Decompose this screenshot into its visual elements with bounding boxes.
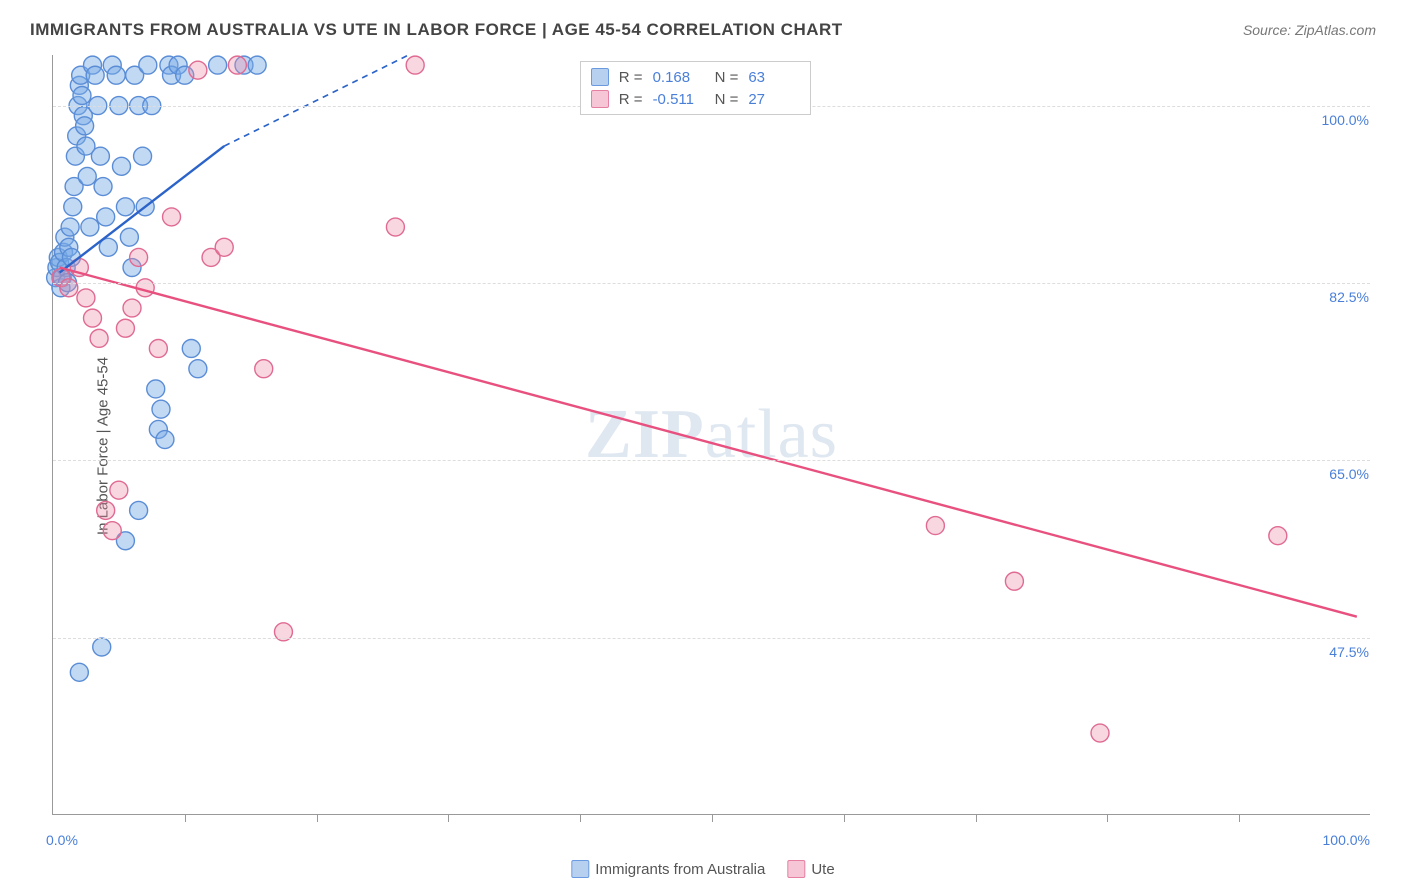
r-value: -0.511 [653,91,705,108]
legend-swatch-pink [787,860,805,878]
scatter-point-blue [152,400,170,418]
plot-area: ZIPatlas 100.0%82.5%65.0%47.5%R =0.168N … [52,55,1370,815]
scatter-point-blue [182,339,200,357]
scatter-point-blue [209,56,227,74]
scatter-point-blue [134,147,152,165]
x-min-label: 0.0% [46,832,78,848]
scatter-point-blue [61,218,79,236]
x-tick [185,814,186,822]
scatter-point-pink [97,501,115,519]
stats-legend: R = 0.168 N = 63 R = -0.511 N = 27 [580,61,812,115]
x-tick [1239,814,1240,822]
legend-label-pink: Ute [811,861,834,878]
scatter-point-blue [156,431,174,449]
y-tick-label: 47.5% [1327,644,1371,660]
chart-svg [53,55,1370,814]
chart-title: IMMIGRANTS FROM AUSTRALIA VS UTE IN LABO… [30,20,843,40]
scatter-point-pink [77,289,95,307]
scatter-point-pink [60,279,78,297]
scatter-point-pink [228,56,246,74]
n-value: 27 [748,91,800,108]
stats-swatch-pink [591,90,609,108]
scatter-point-blue [112,157,130,175]
scatter-point-pink [110,481,128,499]
x-max-label: 100.0% [1323,832,1370,848]
x-tick [317,814,318,822]
stats-legend-row: R = 0.168 N = 63 [591,66,801,88]
r-label: R = [619,91,643,108]
scatter-point-blue [139,56,157,74]
scatter-point-blue [147,380,165,398]
legend-swatch-blue [571,860,589,878]
stats-swatch-blue [591,68,609,86]
bottom-legend: Immigrants from Australia Ute [571,860,834,878]
scatter-point-blue [107,66,125,84]
scatter-point-pink [1269,527,1287,545]
scatter-point-pink [149,339,167,357]
scatter-point-blue [120,228,138,246]
scatter-point-pink [84,309,102,327]
scatter-point-blue [86,66,104,84]
scatter-point-blue [76,117,94,135]
x-tick [844,814,845,822]
scatter-point-pink [1005,572,1023,590]
gridline [53,638,1370,639]
x-tick [976,814,977,822]
scatter-point-blue [116,198,134,216]
scatter-point-pink [255,360,273,378]
scatter-point-blue [64,198,82,216]
scatter-point-pink [103,522,121,540]
legend-item-pink: Ute [787,860,834,878]
scatter-point-blue [73,86,91,104]
n-label: N = [715,69,739,86]
x-tick [580,814,581,822]
scatter-point-pink [926,517,944,535]
scatter-point-blue [130,501,148,519]
stats-legend-row: R = -0.511 N = 27 [591,88,801,110]
scatter-point-pink [90,329,108,347]
legend-item-blue: Immigrants from Australia [571,860,765,878]
x-tick [1107,814,1108,822]
scatter-point-pink [386,218,404,236]
x-tick [712,814,713,822]
chart-header: IMMIGRANTS FROM AUSTRALIA VS UTE IN LABO… [30,20,1376,40]
y-tick-label: 100.0% [1320,112,1371,128]
scatter-point-pink [123,299,141,317]
scatter-point-blue [78,167,96,185]
scatter-point-pink [130,248,148,266]
gridline [53,283,1370,284]
scatter-point-pink [215,238,233,256]
r-label: R = [619,69,643,86]
scatter-point-blue [189,360,207,378]
y-tick-label: 82.5% [1327,289,1371,305]
scatter-point-blue [81,218,99,236]
scatter-point-blue [248,56,266,74]
scatter-point-pink [1091,724,1109,742]
n-value: 63 [748,69,800,86]
source-attribution: Source: ZipAtlas.com [1243,22,1376,38]
scatter-point-blue [94,178,112,196]
scatter-point-blue [93,638,111,656]
scatter-point-pink [116,319,134,337]
gridline [53,460,1370,461]
legend-label-blue: Immigrants from Australia [595,861,765,878]
y-tick-label: 65.0% [1327,466,1371,482]
scatter-point-blue [97,208,115,226]
x-tick [448,814,449,822]
trendline-pink [60,268,1357,617]
scatter-point-pink [406,56,424,74]
r-value: 0.168 [653,69,705,86]
scatter-point-pink [163,208,181,226]
scatter-point-blue [91,147,109,165]
scatter-point-blue [70,663,88,681]
n-label: N = [715,91,739,108]
scatter-point-pink [189,61,207,79]
